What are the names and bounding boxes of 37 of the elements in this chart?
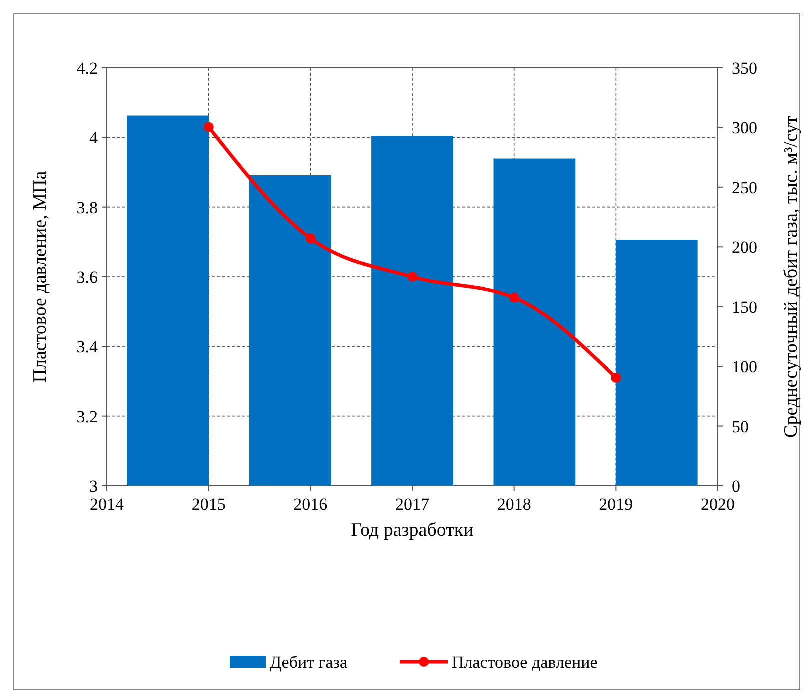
bar <box>372 136 454 486</box>
y-axis-title: Пластовое давление, МПа <box>30 170 51 383</box>
y2-tick-label: 0 <box>732 477 740 496</box>
y-tick-label: 4 <box>90 128 98 148</box>
y2-tick-label: 300 <box>732 118 758 138</box>
y-tick-label: 4.2 <box>76 59 98 78</box>
x-tick-label: 2020 <box>701 495 735 514</box>
legend-label: Дебит газа <box>270 653 348 672</box>
y-tick-label: 3 <box>90 477 98 496</box>
x-tick-label: 2019 <box>599 495 634 514</box>
point <box>509 292 520 303</box>
legend-label: Пластовое давление <box>452 653 598 672</box>
y2-tick-label: 200 <box>732 238 758 258</box>
y2-axis-title: Среднесуточный дебит газа, тыс. м³/сут <box>781 115 802 438</box>
y-tick-label: 3.2 <box>76 407 98 426</box>
y-tick-label: 3.4 <box>76 338 98 357</box>
bar <box>249 175 332 486</box>
y2-tick-label: 150 <box>732 298 758 317</box>
x-axis-title: Год разработки <box>351 520 474 541</box>
x-tick-label: 2014 <box>90 495 124 514</box>
x-tick-label: 2016 <box>294 495 328 514</box>
y2-tick-label: 350 <box>732 59 758 78</box>
point <box>306 234 316 244</box>
point <box>408 272 418 282</box>
y2-tick-label: 50 <box>732 417 749 436</box>
x-tick-label: 2018 <box>497 495 532 514</box>
x-tick-label: 2015 <box>192 495 226 514</box>
bar <box>127 116 210 486</box>
y-tick-label: 3.6 <box>76 268 98 287</box>
point <box>611 373 622 384</box>
y2-tick-label: 100 <box>732 358 758 377</box>
y-tick-label: 3.8 <box>76 198 98 218</box>
point <box>204 122 214 132</box>
y2-tick-label: 250 <box>732 178 758 198</box>
bar <box>616 240 698 486</box>
x-tick-label: 2017 <box>396 495 430 514</box>
bar <box>494 158 576 486</box>
